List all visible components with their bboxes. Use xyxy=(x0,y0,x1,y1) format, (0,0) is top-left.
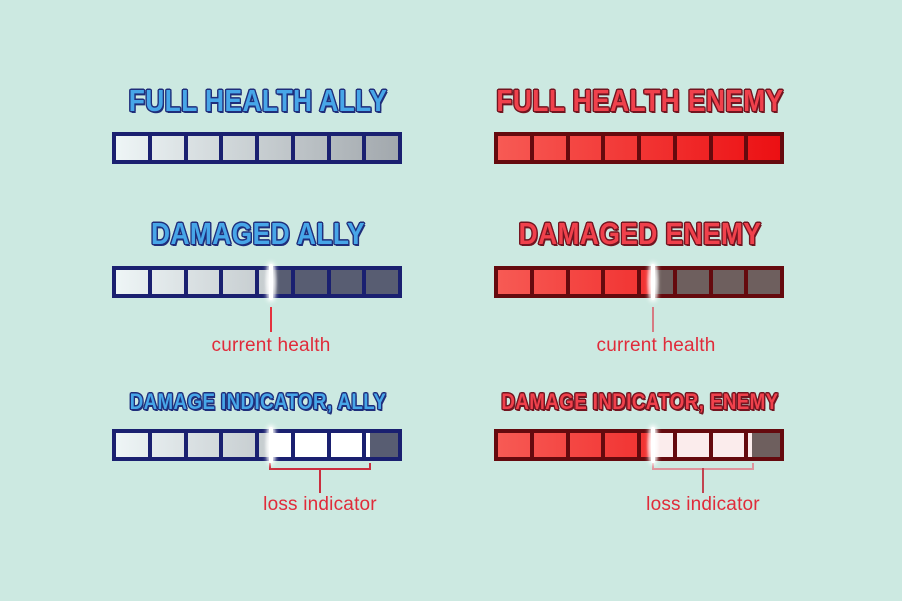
bar-segment xyxy=(116,136,148,160)
bar-segment xyxy=(637,433,673,457)
health-bar-damaged-enemy xyxy=(494,261,784,303)
bar-segment xyxy=(565,433,602,457)
current-health-label-enemy: current health xyxy=(596,335,716,356)
bar-segments xyxy=(498,136,780,160)
title-damage-indicator-enemy: DAMAGE INDICATOR, ENEMY xyxy=(501,389,779,414)
bar-segment xyxy=(116,270,148,294)
bar-segment xyxy=(672,136,709,160)
bar-segment xyxy=(637,270,673,294)
bar-segment xyxy=(290,270,327,294)
current-health-marker xyxy=(645,424,660,466)
bar-segment xyxy=(362,136,398,160)
bar-segment xyxy=(255,136,291,160)
current-health-marker-core xyxy=(650,427,655,463)
bar-segment xyxy=(601,136,637,160)
bar-segment xyxy=(672,270,709,294)
bar-segment xyxy=(290,136,327,160)
bar-segment xyxy=(529,270,566,294)
bar-segment xyxy=(565,136,602,160)
loss-indicator-label-enemy: loss indicator xyxy=(646,494,760,515)
loss-indicator-label-ally: loss indicator xyxy=(263,494,377,515)
current-health-marker xyxy=(263,424,278,466)
bar-segment xyxy=(529,136,566,160)
bar-segment xyxy=(326,270,363,294)
bar-segment xyxy=(219,433,255,457)
bar-segment xyxy=(326,136,363,160)
bar-segment xyxy=(672,433,709,457)
loss-pointer-line-ally xyxy=(319,468,321,493)
current-health-marker xyxy=(263,261,278,303)
bar-segment xyxy=(219,136,255,160)
bar-segment xyxy=(255,270,291,294)
loss-region xyxy=(652,433,752,457)
bar-segment xyxy=(183,433,220,457)
bar-segment xyxy=(326,433,363,457)
health-bar-damage-indicator-ally xyxy=(112,424,402,466)
bar-segment xyxy=(708,270,745,294)
bar-segment xyxy=(362,433,398,457)
bar-segment xyxy=(708,136,745,160)
title-damaged-enemy: DAMAGED ENEMY xyxy=(518,216,762,251)
bar-segment xyxy=(183,136,220,160)
bar-segment xyxy=(601,433,637,457)
bar-segments xyxy=(498,433,780,457)
health-bar-damage-indicator-enemy xyxy=(494,424,784,466)
title-full-health-ally: FULL HEALTH ALLY xyxy=(128,83,388,118)
bar-segment xyxy=(290,433,327,457)
bar-segment xyxy=(362,270,398,294)
bar-segment xyxy=(637,136,673,160)
health-bar-damaged-ally xyxy=(112,261,402,303)
bar-segment xyxy=(219,270,255,294)
current-health-marker-core xyxy=(268,427,273,463)
bar-segment xyxy=(565,270,602,294)
title-full-health-enemy: FULL HEALTH ENEMY xyxy=(496,83,784,118)
health-bar-full-ally xyxy=(112,132,402,164)
current-health-marker-core xyxy=(650,264,655,300)
bar-segment xyxy=(255,433,291,457)
bar-segment xyxy=(498,433,530,457)
loss-pointer-line-enemy xyxy=(702,468,704,493)
loss-region xyxy=(270,433,370,457)
bar-segments xyxy=(116,433,398,457)
bar-segment xyxy=(116,433,148,457)
current-health-pointer-line-ally xyxy=(269,307,272,332)
bar-segment xyxy=(529,433,566,457)
title-damaged-ally: DAMAGED ALLY xyxy=(151,216,365,251)
current-health-marker xyxy=(645,261,660,303)
bar-segment xyxy=(744,136,780,160)
title-damage-indicator-ally: DAMAGE INDICATOR, ALLY xyxy=(129,389,387,414)
health-bar-full-enemy xyxy=(494,132,784,164)
bar-segment xyxy=(744,433,780,457)
bar-segment xyxy=(744,270,780,294)
depleted-region xyxy=(369,433,398,457)
current-health-label-ally: current health xyxy=(211,335,331,356)
bar-segment xyxy=(147,270,184,294)
depleted-region xyxy=(751,433,780,457)
current-health-marker-core xyxy=(268,264,273,300)
bar-segment xyxy=(708,433,745,457)
current-health-pointer-line-enemy xyxy=(651,307,654,332)
bar-segments xyxy=(116,136,398,160)
bar-segment xyxy=(498,136,530,160)
bar-segment xyxy=(147,433,184,457)
bar-segment xyxy=(601,270,637,294)
bar-segment xyxy=(498,270,530,294)
bar-segment xyxy=(183,270,220,294)
bar-segments xyxy=(116,270,398,294)
bar-segment xyxy=(147,136,184,160)
bar-segments xyxy=(498,270,780,294)
